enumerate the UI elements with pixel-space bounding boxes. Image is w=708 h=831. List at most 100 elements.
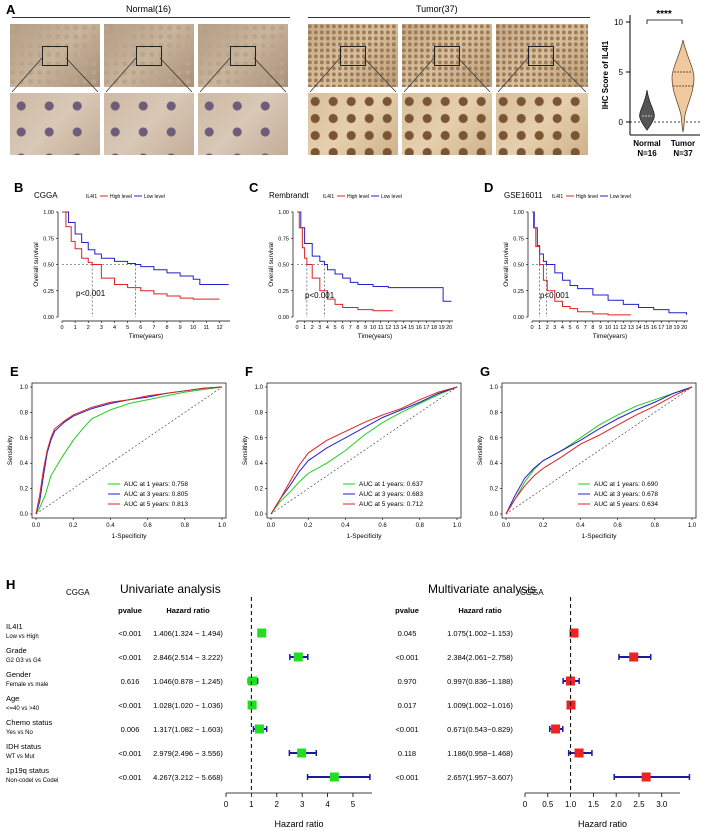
km-xtick: 2 (546, 325, 549, 331)
tumor-group-line (308, 17, 590, 18)
km-ylabel: Overall survival (503, 242, 510, 287)
roc-legend-label-1: AUC at 1 years: 0.758 (124, 481, 188, 488)
tumor-micrograph-1-high (308, 93, 398, 155)
panel-label-b: B (14, 180, 23, 195)
violin-n-tumor: N=37 (673, 149, 693, 158)
roc-ytick: 0.0 (255, 512, 264, 518)
roc-ytick: 1.0 (255, 385, 264, 391)
km-xtick: 3 (553, 325, 556, 331)
km-ytick: 0.75 (278, 236, 289, 242)
tumor-micrograph-3-high (496, 93, 588, 155)
km-xtick: 14 (635, 325, 641, 331)
km-legend-low: Low level (610, 194, 631, 200)
roc-curve-1 (505, 386, 693, 515)
roc-xlabel: 1-Specificity (581, 533, 617, 540)
km-ylabel: Overall survival (33, 242, 40, 287)
zoom-connector-lines (11, 57, 587, 93)
roc-xtick: 0.2 (69, 523, 78, 529)
roc-xlabel: 1-Specificity (346, 533, 382, 540)
normal-group-line (12, 17, 290, 18)
forest-factor-comparison: G2 G3 vs G4 (6, 658, 42, 664)
forest-row-pvalue: <0.001 (118, 653, 141, 662)
forest-row-pvalue: <0.001 (395, 653, 418, 662)
km-legend-high: High level (576, 194, 598, 200)
km-xtick: 6 (576, 325, 579, 331)
forest-row-pvalue: 0.616 (121, 677, 140, 686)
forest-row-pvalue: 0.118 (398, 749, 416, 758)
km-xtick: 14 (400, 325, 406, 331)
forest-row-hr: 0.997(0.836−1.188) (447, 677, 513, 686)
roc-diagonal (505, 386, 693, 515)
forest-xtick: 3 (300, 800, 305, 809)
km-xtick: 18 (666, 325, 672, 331)
km-xtick: 12 (385, 325, 391, 331)
km-ytick: 0.00 (513, 315, 524, 321)
km-xtick: 4 (326, 325, 329, 331)
forest-xtick: 5 (351, 800, 356, 809)
roc-xtick: 1.0 (218, 523, 227, 529)
km-xtick: 13 (628, 325, 634, 331)
km-xtick: 5 (126, 325, 129, 331)
roc-ytick: 0.8 (490, 410, 499, 416)
forest-hr-marker (297, 748, 307, 758)
forest-row-hr: 2.979(2.496 − 3.556) (153, 749, 223, 758)
roc-diagonal (270, 386, 458, 515)
km-panel-rembrandt: C Rembrandt IL4I1 High level Low level 0.00 0.… (249, 180, 453, 340)
roc-legend-label-3: AUC at 5 years: 0.712 (359, 501, 423, 508)
km-panel-gse16011: D GSE16011 IL4I1 High level Low level 0.00 0.2… (484, 180, 688, 340)
forest-row-hr: 2.657(1.957−3.607) (447, 773, 513, 782)
km-ylabel: Overall survival (268, 242, 275, 287)
km-curve-low (62, 211, 229, 285)
km-curve-high (532, 211, 631, 316)
roc-legend-label-3: AUC at 5 years: 0.813 (124, 501, 188, 508)
roc-curve-3 (505, 386, 693, 515)
forest-row-hr: 1.406(1.324 − 1.494) (153, 629, 223, 638)
forest-row: H CGGA Univariate analysis pvalue Hazard rat… (6, 577, 691, 829)
roc-curve-1 (35, 386, 223, 515)
roc-xtick: 0.4 (106, 523, 115, 529)
forest-row-hr: 2.846(2.514 − 3.222) (153, 653, 223, 662)
km-ytick: 0.00 (278, 315, 289, 321)
forest-row-pvalue: 0.045 (398, 629, 417, 638)
roc-curve-2 (270, 386, 458, 515)
km-title: CGGA (34, 191, 58, 200)
km-xtick: 8 (356, 325, 359, 331)
km-xtick: 5 (334, 325, 337, 331)
tumor-group-title: Tumor(37) (416, 4, 458, 14)
km-xtick: 15 (408, 325, 414, 331)
km-ytick: 0.50 (278, 263, 289, 269)
km-ytick: 0.00 (43, 315, 54, 321)
roc-ytick: 0.2 (20, 487, 29, 493)
roc-xtick: 1.0 (688, 523, 697, 529)
violin-ytick-0: 0 (619, 118, 624, 127)
roc-xtick: 0.2 (304, 523, 313, 529)
normal-micrograph-3-high (198, 93, 288, 155)
roc-ytick: 0.0 (20, 512, 29, 518)
forest-title: Univariate analysis (120, 582, 221, 596)
km-xlabel: Time(years) (358, 333, 392, 340)
roc-diagonal (35, 386, 223, 515)
km-xtick: 17 (658, 325, 664, 331)
km-xtick: 13 (393, 325, 399, 331)
violin-plot: IHC Score of IL4I1 0 5 10 **** Normal N=… (601, 9, 700, 158)
forest-xtick: 1 (249, 800, 254, 809)
km-xtick: 12 (620, 325, 626, 331)
forest-row-hr: 1.046(0.878 − 1.245) (153, 677, 223, 686)
violin-ytick-10: 10 (614, 18, 623, 27)
normal-micrograph-3-low (198, 24, 288, 87)
panel-label-i: I (6, 577, 10, 592)
km-xtick: 0 (295, 325, 298, 331)
km-legend-title: IL4I1 (86, 194, 97, 200)
roc-ytick: 0.0 (490, 512, 499, 518)
km-xtick: 7 (584, 325, 587, 331)
km-panel-cgga: B CGGA IL4I1 High level Low level 0.00 0.25 0.5… (14, 180, 230, 340)
forest-xtick: 2.5 (633, 800, 645, 809)
roc-curve-3 (270, 386, 458, 515)
km-ytick: 0.75 (513, 236, 524, 242)
roc-ytick: 0.2 (255, 487, 264, 493)
km-xtick: 1 (303, 325, 306, 331)
forest-pvalue-header: pvalue (118, 606, 142, 615)
forest-xtick: 4 (325, 800, 330, 809)
forest-hr-marker (329, 772, 339, 782)
